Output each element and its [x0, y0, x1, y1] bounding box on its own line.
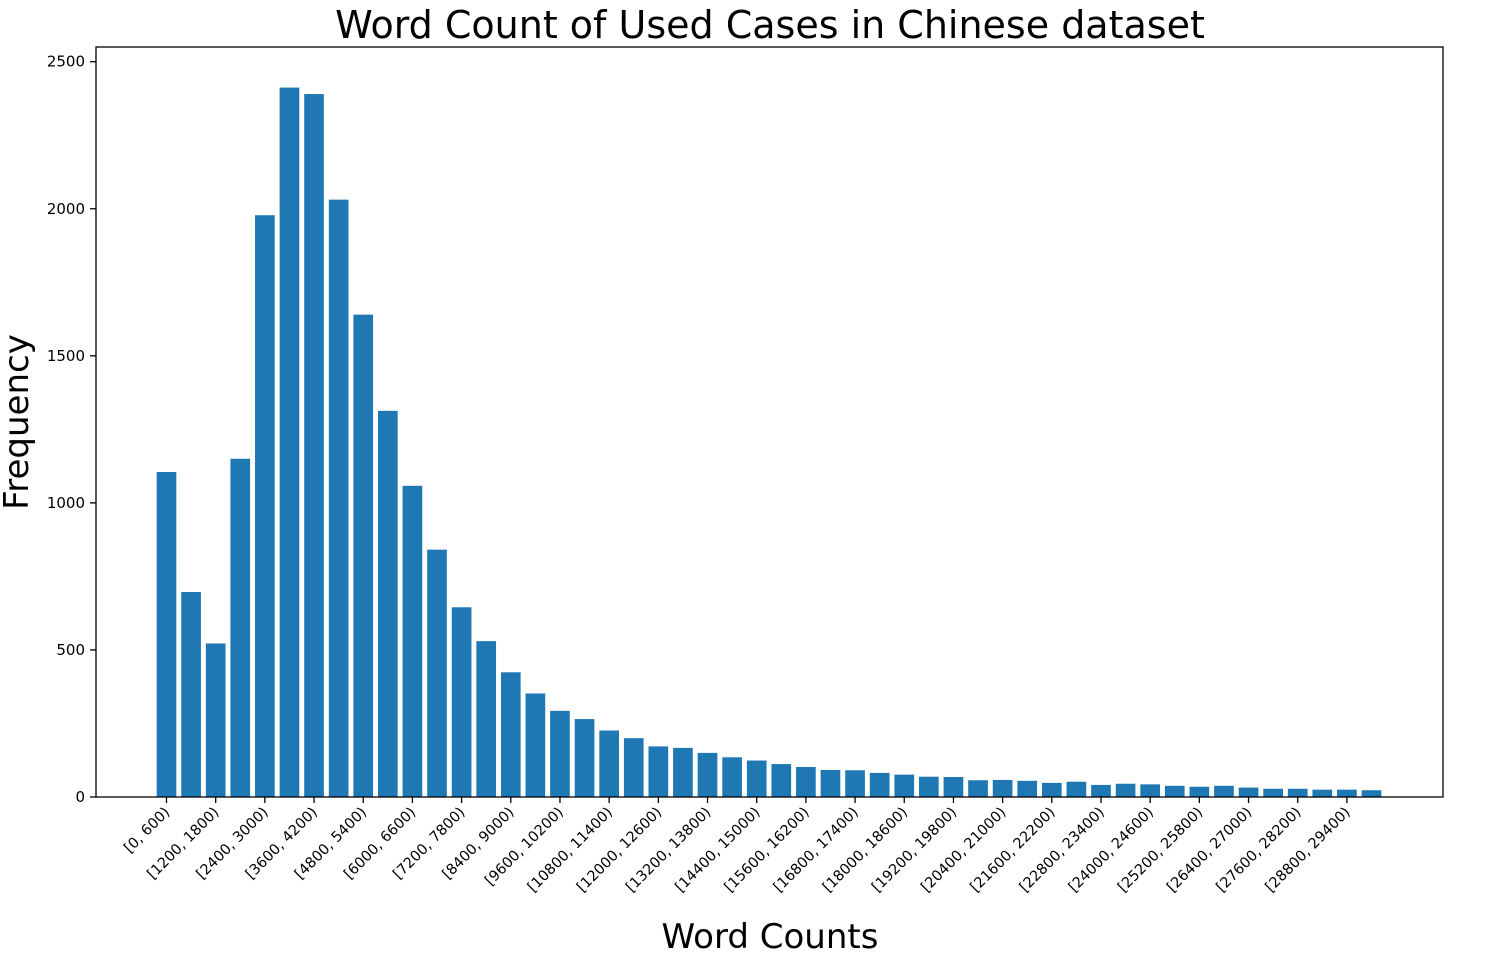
bar: [1115, 783, 1136, 797]
x-tick-label: [12000, 12600): [574, 805, 665, 896]
bar: [181, 592, 201, 797]
bar: [1337, 789, 1357, 797]
bar: [722, 757, 742, 797]
y-tick-label: 1500: [47, 347, 85, 365]
x-tick-label: [13200, 13800): [623, 805, 714, 896]
bar: [205, 643, 226, 797]
bar: [427, 549, 447, 797]
bar: [1312, 789, 1333, 797]
bar: [1164, 785, 1185, 797]
bar: [279, 87, 300, 798]
bar: [377, 410, 398, 797]
y-tick-label: 500: [56, 641, 85, 659]
plot-frame: [95, 46, 1444, 798]
x-tick-label: [16800, 17400): [771, 805, 862, 896]
bar: [1091, 784, 1111, 797]
bar: [500, 672, 521, 797]
x-tick-label: [25200, 25800): [1115, 805, 1206, 896]
y-tick-label: 2000: [47, 200, 85, 218]
y-tick-label: 0: [75, 788, 85, 806]
bar: [451, 607, 472, 797]
bar: [796, 767, 816, 797]
x-tick-label: [28800, 29400): [1263, 805, 1354, 896]
bar: [673, 747, 693, 797]
y-tick-label: 1000: [47, 494, 85, 512]
bar: [1189, 786, 1210, 797]
bar: [820, 769, 841, 797]
bar: [869, 772, 890, 797]
chart-title: Word Count of Used Cases in Chinese data…: [335, 3, 1205, 47]
bar: [943, 777, 964, 797]
bar: [697, 752, 718, 797]
x-tick-label: [18000, 18600): [820, 805, 911, 896]
x-tick-label: [15600, 16200): [722, 805, 813, 896]
bar: [525, 693, 546, 797]
bar: [156, 472, 177, 797]
x-tick-label: [26400, 27000): [1164, 805, 1255, 896]
bar: [402, 485, 423, 797]
bar: [550, 710, 570, 797]
bar: [648, 746, 669, 797]
y-tick-label: 2500: [47, 53, 85, 71]
x-tick-label: [27600, 28200): [1213, 805, 1304, 896]
x-tick-label: [14400, 15000): [672, 805, 763, 896]
bar: [1214, 785, 1234, 797]
x-axis-label: Word Counts: [662, 917, 879, 955]
bar: [476, 641, 497, 797]
x-tick-label: [10800, 11400): [525, 805, 616, 896]
x-tick-label: [19200, 19800): [869, 805, 960, 896]
bar: [894, 774, 915, 797]
bar: [919, 776, 939, 797]
y-axis-label: Frequency: [0, 334, 37, 510]
bar: [1263, 788, 1283, 797]
bars-group: [156, 87, 1382, 798]
bar: [845, 770, 865, 797]
bar: [353, 314, 374, 797]
bar: [304, 94, 324, 797]
x-tick-label: [22800, 23400): [1017, 805, 1108, 896]
bar: [771, 764, 792, 797]
x-tick-label: [20400, 21000): [918, 805, 1009, 896]
bar: [1361, 790, 1382, 797]
bar: [746, 760, 767, 797]
bar: [1017, 780, 1038, 797]
bar: [230, 458, 251, 797]
x-tick-label: [24000, 24600): [1066, 805, 1157, 896]
bar: [1140, 784, 1161, 797]
bar: [623, 738, 644, 797]
bar: [328, 199, 349, 797]
bar: [1287, 788, 1308, 797]
bar: [992, 779, 1013, 797]
bar: [255, 215, 275, 798]
bar: [1041, 782, 1062, 797]
bar: [1238, 787, 1259, 797]
y-axis: 0 500 1000 1500 2000 2500: [47, 53, 96, 806]
bar: [968, 780, 988, 797]
x-tick-label: [0, 600): [121, 805, 173, 857]
bar: [1066, 781, 1087, 797]
x-axis: [0, 600)[1200, 1800)[2400, 3000)[3600, 4…: [121, 797, 1354, 896]
bar: [574, 719, 595, 797]
bar: [599, 730, 619, 797]
x-tick-label: [21600, 22200): [968, 805, 1059, 896]
